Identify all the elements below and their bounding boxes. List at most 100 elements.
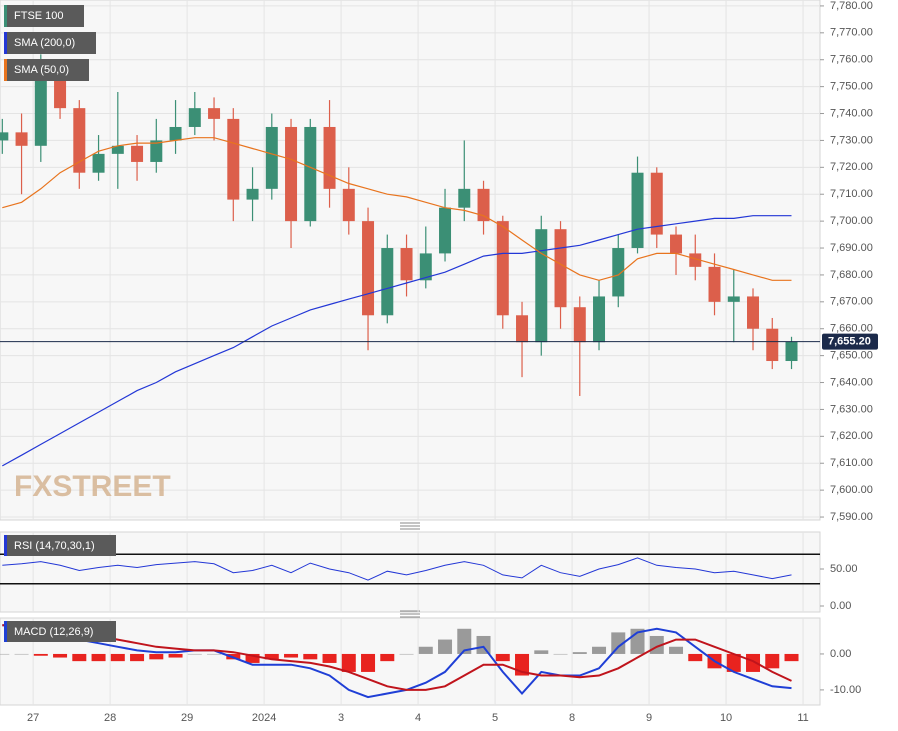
histogram-bar	[72, 653, 87, 662]
candle-body	[15, 132, 28, 146]
histogram-bar	[611, 632, 626, 654]
y-tick-label: 7,590.00	[830, 511, 873, 523]
x-tick-label: 8	[569, 712, 575, 724]
histogram-bar	[669, 646, 684, 654]
histogram-bar	[168, 653, 183, 658]
x-tick-label: 10	[720, 712, 732, 724]
macd-line	[2, 624, 792, 691]
candle-body	[73, 108, 86, 173]
candle-body	[169, 126, 182, 141]
candle-body	[208, 108, 221, 119]
histogram-bar	[187, 653, 202, 655]
rsi-line	[2, 557, 792, 581]
y-tick-label: 7,770.00	[830, 27, 873, 39]
histogram-bar	[361, 653, 376, 672]
histogram-bar	[110, 653, 125, 662]
y-tick-label: 7,690.00	[830, 242, 873, 254]
x-tick-label: 5	[492, 712, 498, 724]
y-tick-label: 7,610.00	[830, 457, 873, 469]
legend-box	[4, 5, 84, 27]
candle-body	[34, 73, 47, 146]
histogram-bar	[746, 653, 761, 672]
candle-body	[131, 145, 144, 162]
sma-line	[2, 137, 792, 281]
histogram-bar	[91, 653, 106, 662]
candle-body	[650, 172, 663, 235]
macd-panel	[0, 617, 821, 706]
candle-body	[573, 307, 586, 343]
y-tick-label: 7,710.00	[830, 188, 873, 200]
histogram-bar	[534, 650, 549, 654]
histogram-bar	[264, 653, 279, 660]
watermark: FXSTREET	[14, 470, 171, 503]
legend-box	[4, 32, 96, 54]
y-tick-label: 7,720.00	[830, 161, 873, 173]
candle-body	[362, 221, 375, 316]
candle-body	[689, 253, 702, 267]
x-tick-label: 11	[797, 712, 808, 724]
candle-body	[419, 253, 432, 281]
legend-swatch	[4, 59, 7, 81]
candle-body	[323, 126, 336, 189]
candle-body	[727, 296, 740, 302]
candle-body	[766, 328, 779, 362]
legend-box	[4, 535, 116, 556]
candle-body	[400, 248, 413, 281]
y-tick-label: 7,670.00	[830, 296, 873, 308]
histogram-bar	[688, 653, 703, 662]
y-tick-label: 7,620.00	[830, 430, 873, 442]
y-tick-label: 7,660.00	[830, 323, 873, 335]
histogram-bar	[130, 653, 145, 662]
legend-label: SMA (200,0)	[14, 37, 75, 49]
histogram-bar	[457, 628, 472, 654]
x-tick-label: 27	[27, 712, 39, 724]
legend-box	[4, 621, 116, 642]
macd-line	[2, 624, 792, 699]
y-tick-label: 0.00	[830, 600, 851, 612]
last-price-label: 7,655.20	[828, 336, 871, 348]
legend-box	[4, 59, 89, 81]
legend-swatch	[4, 621, 7, 642]
y-tick-label: 7,750.00	[830, 81, 873, 93]
histogram-bar	[553, 653, 568, 655]
histogram-bar	[592, 646, 607, 654]
candle-body	[304, 126, 317, 222]
y-tick-label: 7,700.00	[830, 215, 873, 227]
panel-handle[interactable]	[400, 522, 420, 530]
panel-handle[interactable]	[400, 610, 420, 618]
y-tick-label: -10.00	[830, 684, 861, 696]
histogram-bar	[0, 653, 10, 655]
histogram-bar	[303, 653, 318, 660]
histogram-bar	[14, 653, 29, 655]
candle-body	[439, 207, 452, 254]
x-tick-label: 3	[338, 712, 344, 724]
y-tick-label: 0.00	[830, 648, 851, 660]
last-price-tag	[822, 333, 878, 350]
y-tick-label: 7,730.00	[830, 134, 873, 146]
histogram-bar	[438, 639, 453, 654]
candle-body	[342, 188, 355, 222]
y-tick-label: 7,780.00	[830, 0, 873, 12]
candle-body	[381, 248, 394, 316]
candle-body	[111, 145, 124, 154]
x-tick-label: 9	[646, 712, 652, 724]
candle-body	[54, 73, 67, 109]
y-tick-label: 7,740.00	[830, 107, 873, 119]
candle-body	[593, 296, 606, 343]
candle-body	[150, 140, 163, 162]
histogram-bar	[495, 653, 510, 662]
candle-body	[227, 118, 240, 200]
histogram-bar	[380, 653, 395, 662]
rsi-panel	[0, 531, 821, 613]
legend-swatch	[4, 32, 7, 54]
y-tick-label: 50.00	[830, 563, 858, 575]
histogram-bar	[765, 653, 780, 669]
candle-body	[458, 188, 471, 208]
histogram-bar	[341, 653, 356, 672]
histogram-bar	[399, 653, 414, 655]
x-tick-label: 29	[181, 712, 193, 724]
y-tick-label: 7,630.00	[830, 403, 873, 415]
y-tick-label: 7,640.00	[830, 376, 873, 388]
